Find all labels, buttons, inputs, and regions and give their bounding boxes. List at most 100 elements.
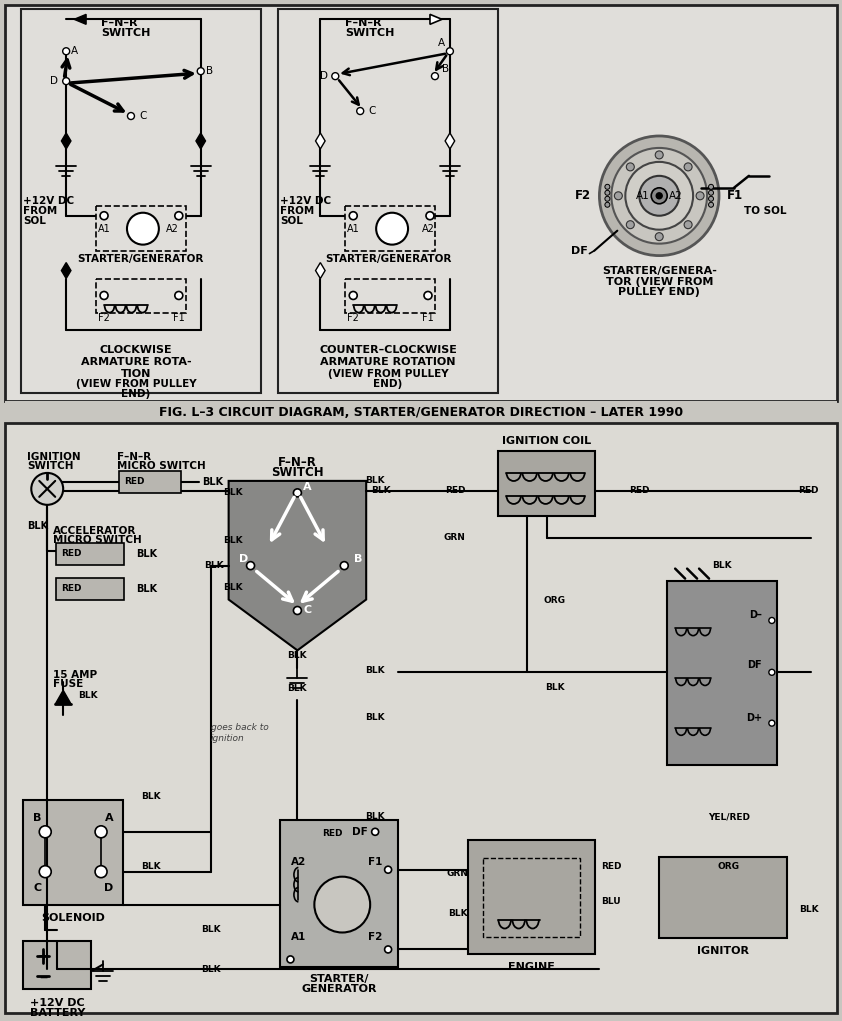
Text: 15 AMP: 15 AMP bbox=[53, 671, 98, 680]
Text: BLK: BLK bbox=[545, 683, 564, 692]
Text: MICRO SWITCH: MICRO SWITCH bbox=[117, 460, 205, 471]
Text: FROM: FROM bbox=[280, 206, 315, 215]
Circle shape bbox=[376, 212, 408, 245]
Text: STARTER/GENERATOR: STARTER/GENERATOR bbox=[325, 253, 451, 263]
Text: BLK: BLK bbox=[288, 684, 307, 693]
Text: A: A bbox=[303, 482, 312, 492]
Bar bbox=[468, 840, 595, 955]
Text: +12V DC: +12V DC bbox=[30, 999, 84, 1009]
Circle shape bbox=[605, 185, 610, 189]
Text: STARTER/GENERA-: STARTER/GENERA- bbox=[602, 265, 717, 276]
Circle shape bbox=[424, 291, 432, 299]
Text: STARTER/GENERATOR: STARTER/GENERATOR bbox=[77, 253, 204, 263]
Text: BLK: BLK bbox=[712, 562, 732, 570]
Text: B: B bbox=[205, 66, 213, 77]
Bar bbox=[667, 581, 777, 765]
Text: D: D bbox=[104, 882, 114, 892]
Text: D: D bbox=[320, 71, 328, 81]
Polygon shape bbox=[74, 14, 86, 25]
Circle shape bbox=[626, 163, 634, 171]
Text: A: A bbox=[438, 38, 445, 48]
Text: BLK: BLK bbox=[27, 521, 49, 531]
Text: PULLEY END): PULLEY END) bbox=[618, 288, 701, 297]
Text: F2: F2 bbox=[347, 313, 360, 324]
Text: (VIEW FROM PULLEY: (VIEW FROM PULLEY bbox=[328, 370, 449, 379]
Polygon shape bbox=[56, 690, 72, 704]
Text: SWITCH: SWITCH bbox=[101, 29, 151, 39]
Text: BLK: BLK bbox=[365, 713, 385, 722]
Text: F–N–R: F–N–R bbox=[278, 456, 317, 470]
Text: BLU: BLU bbox=[601, 897, 621, 906]
Text: B: B bbox=[354, 553, 363, 564]
Text: BLK: BLK bbox=[223, 488, 242, 497]
Text: A2: A2 bbox=[167, 224, 179, 234]
Text: B: B bbox=[442, 64, 449, 75]
Text: –: – bbox=[39, 967, 47, 985]
Text: SOLENOID: SOLENOID bbox=[41, 913, 105, 923]
Text: A1: A1 bbox=[290, 932, 306, 942]
Circle shape bbox=[709, 202, 713, 207]
Text: COUNTER–CLOCKWISE: COUNTER–CLOCKWISE bbox=[319, 345, 457, 355]
Text: BLK: BLK bbox=[78, 691, 98, 699]
Circle shape bbox=[62, 78, 70, 85]
Text: BLK: BLK bbox=[204, 562, 224, 570]
Text: BLK: BLK bbox=[365, 666, 385, 675]
Text: D: D bbox=[51, 77, 58, 86]
Circle shape bbox=[431, 72, 439, 80]
Circle shape bbox=[696, 192, 704, 200]
Text: STARTER/: STARTER/ bbox=[310, 974, 369, 984]
Circle shape bbox=[293, 489, 301, 497]
Circle shape bbox=[40, 826, 51, 838]
Bar bbox=[482, 858, 580, 937]
Bar bbox=[96, 279, 186, 313]
Circle shape bbox=[62, 48, 70, 55]
Text: +: + bbox=[37, 950, 49, 964]
Circle shape bbox=[769, 720, 775, 726]
Bar bbox=[5, 5, 837, 401]
Text: BLK: BLK bbox=[799, 905, 818, 914]
Text: BLK: BLK bbox=[365, 813, 385, 821]
Circle shape bbox=[626, 162, 693, 230]
Text: F–N–R: F–N–R bbox=[345, 18, 381, 29]
Text: +12V DC: +12V DC bbox=[24, 196, 74, 206]
Circle shape bbox=[287, 956, 294, 963]
Circle shape bbox=[684, 163, 692, 171]
Text: IGNITION COIL: IGNITION COIL bbox=[502, 436, 591, 446]
Text: RED: RED bbox=[445, 486, 465, 495]
Text: IGNITION: IGNITION bbox=[27, 452, 81, 461]
Text: BLK: BLK bbox=[448, 909, 467, 918]
Circle shape bbox=[314, 877, 370, 932]
Text: SOL: SOL bbox=[280, 215, 303, 226]
Bar bbox=[56, 578, 124, 599]
Text: RED: RED bbox=[601, 862, 621, 871]
Circle shape bbox=[127, 112, 135, 119]
Polygon shape bbox=[316, 262, 325, 279]
Text: D–: D– bbox=[749, 611, 762, 621]
Text: C: C bbox=[368, 106, 376, 116]
Circle shape bbox=[357, 107, 364, 114]
Circle shape bbox=[605, 202, 610, 207]
Bar bbox=[659, 857, 786, 938]
Polygon shape bbox=[430, 14, 442, 25]
Circle shape bbox=[293, 606, 301, 615]
Text: RED: RED bbox=[798, 486, 819, 495]
Text: A: A bbox=[72, 46, 78, 56]
Circle shape bbox=[100, 211, 108, 220]
Circle shape bbox=[100, 291, 108, 299]
Circle shape bbox=[175, 291, 183, 299]
Text: A1: A1 bbox=[347, 224, 360, 234]
Circle shape bbox=[349, 211, 357, 220]
Text: A2: A2 bbox=[290, 857, 306, 867]
Text: BLK: BLK bbox=[223, 536, 242, 545]
Text: D+: D+ bbox=[746, 713, 762, 723]
Bar bbox=[345, 279, 435, 313]
Circle shape bbox=[371, 828, 379, 835]
Circle shape bbox=[626, 221, 634, 229]
Circle shape bbox=[426, 211, 434, 220]
Text: FUSE: FUSE bbox=[53, 679, 83, 689]
Polygon shape bbox=[61, 262, 71, 279]
Circle shape bbox=[95, 826, 107, 838]
Text: ACCELERATOR: ACCELERATOR bbox=[53, 526, 136, 536]
Bar bbox=[56, 543, 124, 565]
Bar bbox=[279, 9, 498, 393]
